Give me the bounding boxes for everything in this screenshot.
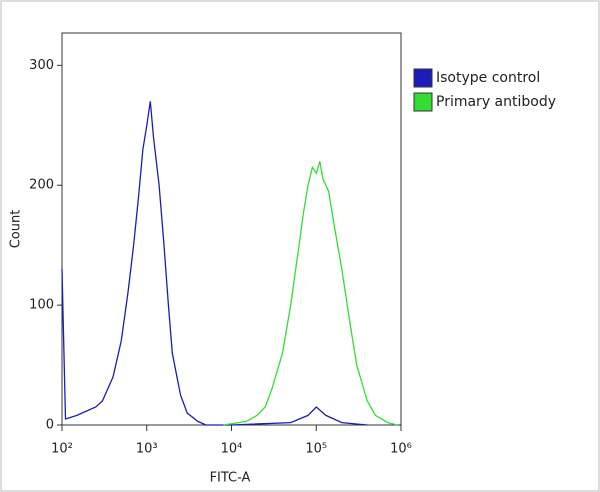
y-tick-label: 200 [29, 178, 54, 193]
x-tick-label: 10² [51, 442, 73, 457]
x-tick-label: 10⁴ [221, 442, 243, 457]
x-axis-label: FITC-A [210, 471, 251, 486]
y-axis-label: Count [9, 210, 24, 249]
series-line [223, 161, 398, 426]
x-tick-label: 10⁵ [305, 442, 327, 457]
legend-swatch [413, 68, 433, 88]
legend-swatch [413, 92, 433, 112]
y-tick-label: 100 [29, 298, 54, 313]
legend-label: Isotype control [436, 70, 540, 86]
x-tick-label: 10³ [136, 442, 158, 457]
y-tick-label: 300 [29, 58, 54, 73]
y-tick-label: 0 [46, 418, 54, 433]
x-tick-label: 10⁶ [390, 442, 412, 457]
series-line [61, 101, 368, 426]
legend-label: Primary antibody [436, 94, 556, 110]
